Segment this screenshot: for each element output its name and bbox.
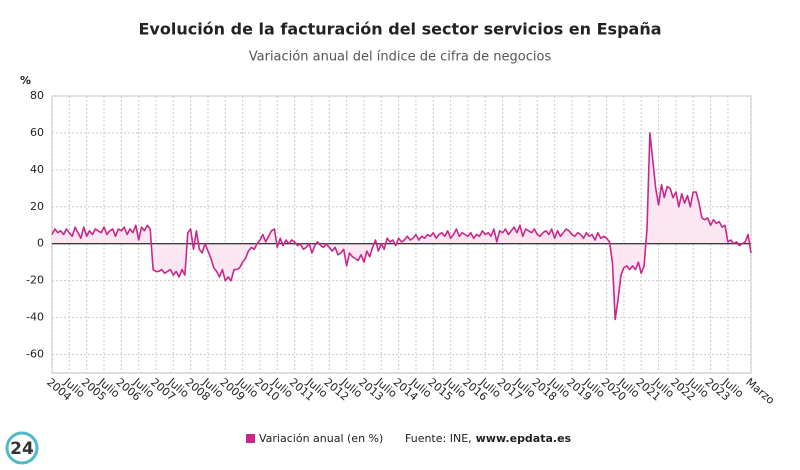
source-url: www.epdata.es [476,432,572,445]
y-tick-label: -60 [26,348,44,361]
x-tick-label: Marzo [743,376,777,408]
y-tick-label: 60 [30,126,44,139]
source: Fuente: INE, www.epdata.es [405,432,572,445]
chart-subtitle: Variación anual del índice de cifra de n… [249,50,552,65]
y-tick-label: -20 [26,274,44,287]
y-tick-label: -40 [26,311,44,324]
logo: 24 [10,439,34,459]
line [51,132,752,321]
y-tick-label: 40 [30,163,44,176]
y-tick-label: 0 [37,237,44,250]
legend-swatch [246,434,255,443]
y-tick-label: 80 [30,89,44,102]
y-axis-label: % [20,74,31,87]
source-label: Fuente: INE, [405,432,472,445]
legend-label: Variación anual (en %) [259,432,383,445]
y-tick-label: 20 [30,200,44,213]
logo-ring [5,431,39,465]
chart-title: Evolución de la facturación del sector s… [138,20,661,39]
area [52,132,751,320]
